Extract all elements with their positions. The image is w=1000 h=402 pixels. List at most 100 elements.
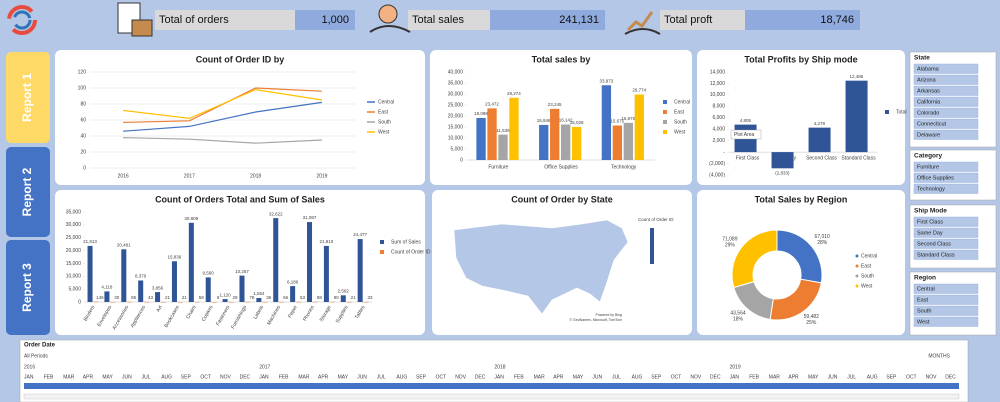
legend-swatch	[855, 254, 859, 258]
slicer-item-label: Delaware	[917, 132, 940, 138]
bar	[363, 301, 369, 303]
data-label: 21,810	[319, 239, 333, 244]
kpi-value: 241,131	[559, 14, 599, 26]
timeline-scrollbar[interactable]	[23, 393, 960, 400]
slicer-item[interactable]	[913, 249, 979, 260]
data-label: 24,477	[353, 232, 367, 237]
report-tab[interactable]	[6, 240, 50, 335]
data-label: 28,274	[507, 91, 521, 96]
slicer-item-label: East	[917, 297, 928, 303]
slicer-item[interactable]	[913, 294, 979, 305]
percent-label: 18%	[733, 317, 744, 323]
timeline-month: JAN	[24, 374, 34, 380]
map-attribution: Powered by Bing	[596, 313, 623, 317]
slicer-item[interactable]	[913, 85, 979, 96]
map-attribution: © GeoNames, Microsoft, TomTom	[570, 318, 623, 322]
timeline-month: DEC	[475, 374, 486, 380]
data-label: 21	[165, 295, 171, 300]
legend-label: Central	[378, 99, 394, 105]
report-tab[interactable]	[6, 52, 50, 143]
legend-swatch	[855, 274, 859, 278]
bar	[346, 301, 352, 303]
slicer-item-label: West	[917, 319, 930, 325]
us-map	[453, 219, 629, 315]
slicer-item[interactable]	[913, 305, 979, 316]
legend-label: East	[378, 109, 389, 115]
legend-label: South	[674, 119, 687, 125]
data-label: 66	[283, 295, 289, 300]
y-tick-label: 35,000	[448, 80, 464, 86]
slicer-item[interactable]	[913, 227, 979, 238]
slicer-item[interactable]	[913, 63, 979, 74]
slicer-item[interactable]	[913, 238, 979, 249]
bar	[155, 292, 161, 302]
timeline-period: All Periods	[24, 353, 48, 359]
legend-label: Count of Order ID	[391, 249, 431, 255]
bar	[634, 94, 644, 160]
slicer-item[interactable]	[913, 129, 979, 140]
timeline-unit[interactable]: MONTHS	[928, 353, 950, 359]
timeline-month: JAN	[494, 374, 504, 380]
line-series	[123, 88, 322, 120]
slicer-title: Category	[914, 153, 943, 160]
kpi-label: Total proft	[664, 14, 712, 26]
slicer-item[interactable]	[913, 283, 979, 294]
slicer-item-label: Office Supplies	[917, 175, 954, 181]
line-series	[123, 101, 322, 132]
bar	[127, 301, 133, 303]
timeline-month: JUN	[357, 374, 367, 380]
x-tick-label: Second Class	[806, 155, 837, 161]
timeline-month: AUG	[161, 374, 172, 380]
slicer-item-label: Colorado	[917, 110, 939, 116]
slicer-item[interactable]	[913, 316, 979, 327]
legend-label: South	[378, 119, 391, 125]
data-label: 58	[199, 295, 205, 300]
bar	[171, 261, 177, 302]
y-tick-label: 0	[78, 299, 81, 305]
slicer-item[interactable]	[913, 161, 979, 172]
data-label: 1,554	[253, 291, 265, 296]
timeline-month: APR	[553, 374, 564, 380]
bar	[188, 222, 194, 302]
bar	[279, 301, 285, 303]
slicer-item[interactable]	[913, 107, 979, 118]
timeline-month: MAR	[534, 374, 546, 380]
bar	[539, 124, 549, 160]
slicer-item[interactable]	[913, 74, 979, 85]
bar	[771, 152, 794, 169]
timeline-range[interactable]	[24, 383, 959, 389]
y-tick-label: 4,000	[712, 127, 725, 133]
slicer-item-label: Second Class	[917, 241, 951, 247]
timeline-month: JUL	[377, 374, 386, 380]
report-tab[interactable]	[6, 147, 50, 237]
x-tick-label: Standard Class	[841, 155, 876, 161]
data-label: 21	[182, 295, 188, 300]
slicer-item-label: Same Day	[917, 230, 943, 236]
slicer-item-label: Central	[917, 286, 935, 292]
slicer-item[interactable]	[913, 118, 979, 129]
slicer-item[interactable]	[913, 216, 979, 227]
y-tick-label: 30,000	[66, 222, 82, 228]
data-label: 90	[334, 295, 340, 300]
y-tick-label: 10,000	[66, 274, 82, 280]
data-label: 15,946	[537, 118, 551, 123]
slicer-item[interactable]	[913, 96, 979, 107]
y-tick-label: 60	[80, 117, 86, 123]
slicer-item-label: South	[917, 308, 931, 314]
kpi-value-box	[745, 10, 860, 30]
data-label: 53	[300, 295, 306, 300]
slicer-item[interactable]	[913, 183, 979, 194]
slicer-item[interactable]	[913, 172, 979, 183]
legend-label: East	[861, 263, 872, 269]
percent-label: 28%	[817, 240, 828, 246]
data-label: 59,482	[804, 314, 820, 320]
bar	[194, 301, 200, 303]
timeline-month: SEP	[181, 374, 192, 380]
timeline-month: SEP	[651, 374, 662, 380]
data-label: 23,245	[548, 102, 562, 107]
data-label: 4,118	[101, 285, 112, 290]
bar	[290, 286, 296, 302]
data-label: 20,481	[117, 243, 131, 248]
timeline-month: DEC	[240, 374, 251, 380]
timeline-year: 2019	[730, 364, 741, 370]
